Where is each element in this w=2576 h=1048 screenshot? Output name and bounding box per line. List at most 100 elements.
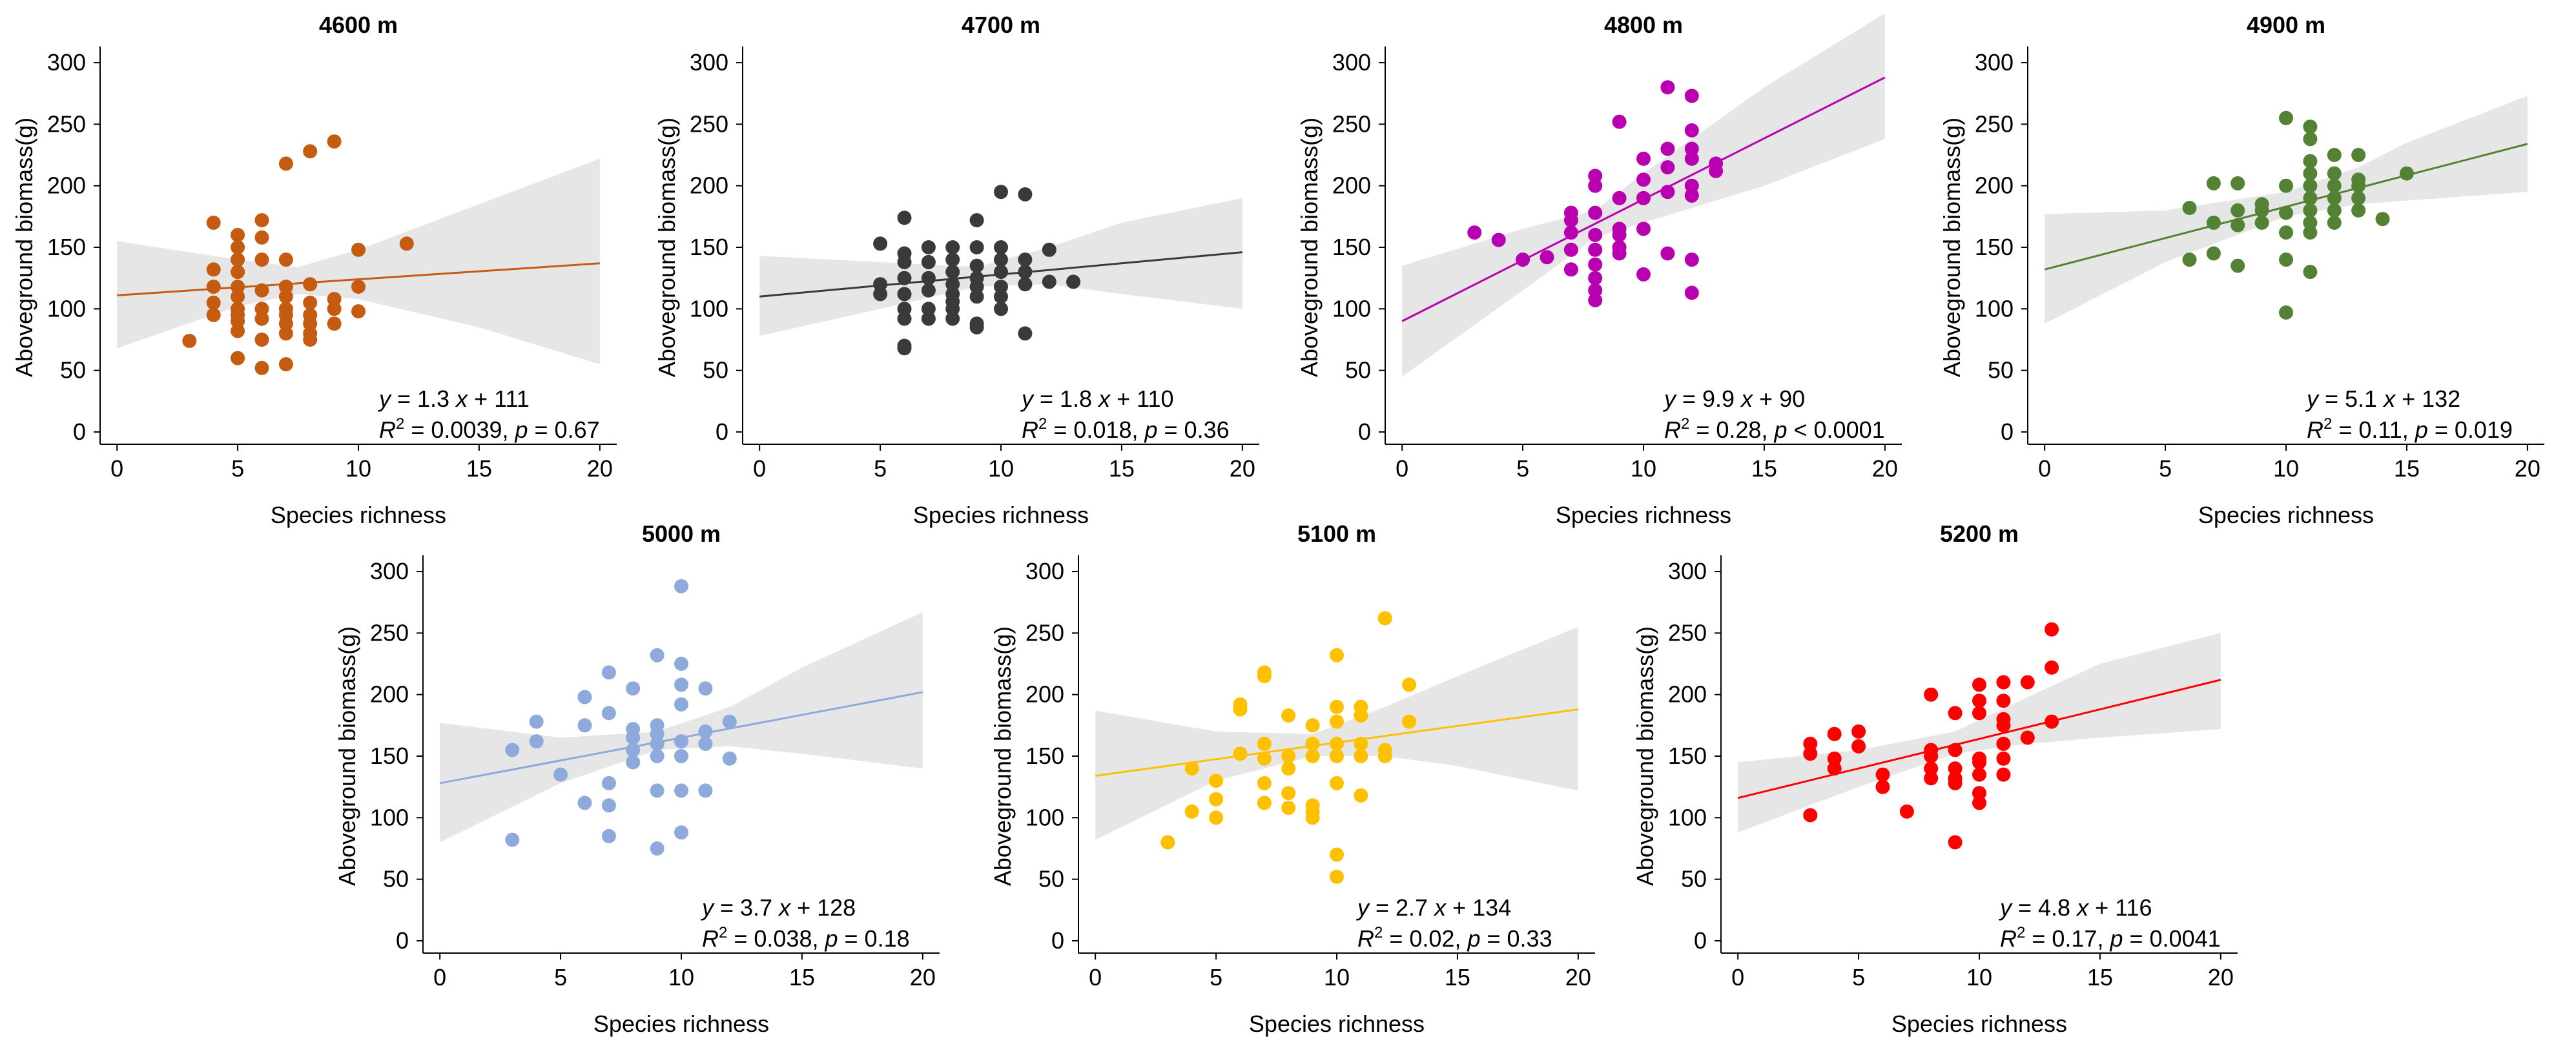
data-point [1612, 227, 1627, 242]
data-point [2279, 178, 2293, 193]
equation-part: = [2012, 894, 2038, 921]
y-tick-label: 100 [1332, 295, 1371, 322]
data-point [1996, 718, 2011, 733]
equation-part: 5.1 [2345, 385, 2377, 412]
data-point [2045, 714, 2059, 729]
data-point [505, 743, 520, 757]
data-point [1257, 736, 1272, 751]
data-point [650, 726, 665, 741]
x-tick-label: 5 [1210, 964, 1222, 991]
equation-part: = [391, 385, 417, 412]
data-point [2045, 660, 2059, 675]
panel-title: 5200 m [1940, 520, 2019, 547]
data-point [231, 324, 245, 338]
data-point [969, 280, 984, 294]
data-point [1160, 835, 1175, 850]
p-symbol: p [2415, 416, 2428, 443]
x-tick-label: 0 [1089, 964, 1102, 991]
data-point [2279, 205, 2293, 220]
data-point [650, 841, 665, 856]
data-point [1377, 611, 1392, 626]
data-point [1354, 708, 1368, 723]
data-point [231, 265, 245, 280]
equation-part: x [449, 385, 469, 412]
y-tick-label: 150 [1975, 234, 2014, 260]
p-value: = 0.33 [1481, 925, 1552, 952]
data-point [2231, 176, 2245, 190]
data-point [351, 242, 366, 257]
data-point [1948, 776, 1963, 790]
data-point [577, 718, 592, 733]
panel-title: 4700 m [962, 12, 1040, 38]
data-point [1257, 776, 1272, 790]
r-squared-value: = 0.038, [727, 925, 825, 952]
data-point [553, 767, 568, 782]
x-axis-label: Species richness [1891, 1011, 2067, 1037]
equation-part: = [1369, 894, 1396, 921]
data-point [1209, 774, 1224, 788]
y-tick-label: 200 [47, 172, 86, 199]
data-point [2231, 218, 2245, 232]
y-axis-label: Aboveground biomass(g) [1939, 118, 1965, 377]
data-point [897, 302, 912, 316]
y-axis-label: Aboveground biomass(g) [334, 626, 360, 886]
data-point [994, 265, 1008, 280]
data-point [278, 357, 293, 372]
y-tick-label: 200 [1668, 681, 1707, 708]
data-point [2206, 215, 2221, 230]
data-point [254, 213, 269, 228]
data-point [206, 307, 221, 322]
data-point [327, 134, 342, 149]
x-tick-label: 15 [2087, 964, 2113, 991]
data-point [1018, 277, 1033, 292]
data-point [1996, 694, 2011, 708]
data-point [2303, 215, 2318, 230]
data-point [1233, 746, 1248, 761]
data-point [1709, 163, 1724, 178]
x-tick-label: 5 [2159, 455, 2172, 482]
y-tick-label: 250 [1668, 619, 1707, 646]
y-tick-label: 300 [370, 558, 409, 584]
data-point [1184, 804, 1199, 819]
data-point [1684, 123, 1699, 138]
y-tick-label: 0 [1358, 418, 1371, 445]
x-tick-label: 20 [910, 964, 936, 991]
data-point [698, 681, 713, 696]
data-point [327, 292, 342, 307]
data-point [601, 706, 616, 721]
p-value: = 0.0041 [2123, 925, 2221, 952]
regression-equation: y = 9.9 x + 90 [1662, 385, 1805, 412]
panel-1: 0 50 100 150 200 250 300 0 5 10 15 20 4700 m Species … [654, 12, 1259, 528]
x-axis-label: Species richness [1556, 502, 1731, 528]
x-tick-label: 20 [1565, 964, 1591, 991]
y-tick-label: 250 [1332, 110, 1371, 137]
data-point [1660, 185, 1675, 200]
data-point [897, 271, 912, 285]
data-point [2303, 119, 2318, 134]
data-point [601, 828, 616, 843]
data-point [231, 314, 245, 329]
data-point [2303, 178, 2318, 193]
equation-part: y [1998, 894, 2013, 921]
y-tick-label: 300 [1332, 49, 1371, 76]
data-point [945, 265, 960, 280]
data-point [1684, 178, 1699, 193]
data-point [650, 648, 665, 663]
equation-part: + 132 [2395, 385, 2460, 412]
data-point [945, 311, 960, 326]
data-point [1996, 736, 2011, 751]
x-tick-label: 10 [1631, 455, 1656, 482]
data-point [2327, 203, 2342, 218]
y-tick-label: 0 [396, 927, 409, 954]
data-point [303, 333, 318, 347]
equation-part: 1.8 [1060, 385, 1092, 412]
data-point [351, 304, 366, 319]
data-point [601, 776, 616, 790]
data-point [577, 796, 592, 810]
data-point [1684, 151, 1699, 166]
equation-part: y [1020, 385, 1035, 412]
data-point [1996, 675, 2011, 690]
data-point [873, 287, 888, 302]
data-point [1330, 648, 1344, 663]
data-point [1588, 169, 1603, 183]
